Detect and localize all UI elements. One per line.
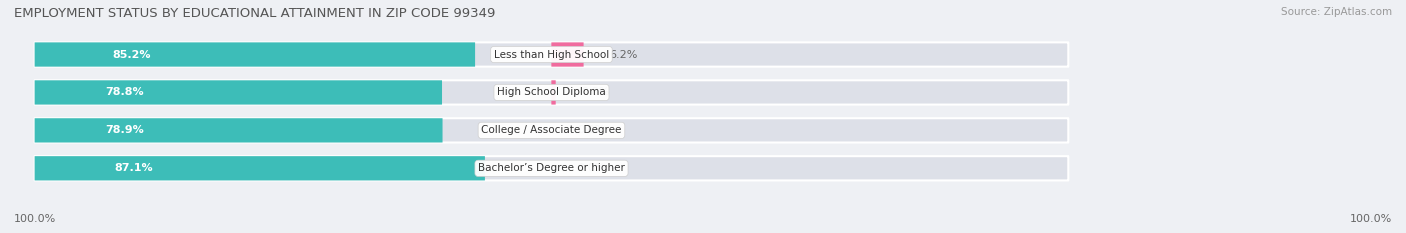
Text: Bachelor’s Degree or higher: Bachelor’s Degree or higher — [478, 163, 624, 173]
Text: 78.8%: 78.8% — [105, 87, 143, 97]
FancyBboxPatch shape — [35, 80, 441, 105]
Text: 85.2%: 85.2% — [112, 49, 150, 59]
FancyBboxPatch shape — [35, 42, 1069, 67]
Text: 0.0%: 0.0% — [578, 163, 606, 173]
Text: 6.2%: 6.2% — [609, 49, 638, 59]
Text: 100.0%: 100.0% — [14, 214, 56, 224]
Text: Less than High School: Less than High School — [494, 49, 609, 59]
FancyBboxPatch shape — [35, 42, 475, 67]
Text: 0.0%: 0.0% — [578, 125, 606, 135]
Text: 78.9%: 78.9% — [105, 125, 143, 135]
Text: College / Associate Degree: College / Associate Degree — [481, 125, 621, 135]
FancyBboxPatch shape — [551, 80, 555, 105]
Text: 100.0%: 100.0% — [1350, 214, 1392, 224]
FancyBboxPatch shape — [35, 156, 485, 180]
Text: 0.8%: 0.8% — [582, 87, 610, 97]
Text: 87.1%: 87.1% — [114, 163, 153, 173]
Text: EMPLOYMENT STATUS BY EDUCATIONAL ATTAINMENT IN ZIP CODE 99349: EMPLOYMENT STATUS BY EDUCATIONAL ATTAINM… — [14, 7, 495, 20]
FancyBboxPatch shape — [35, 118, 1069, 143]
FancyBboxPatch shape — [35, 156, 1069, 180]
FancyBboxPatch shape — [35, 80, 1069, 105]
Text: Source: ZipAtlas.com: Source: ZipAtlas.com — [1281, 7, 1392, 17]
FancyBboxPatch shape — [551, 42, 583, 67]
FancyBboxPatch shape — [35, 118, 443, 143]
Text: High School Diploma: High School Diploma — [498, 87, 606, 97]
